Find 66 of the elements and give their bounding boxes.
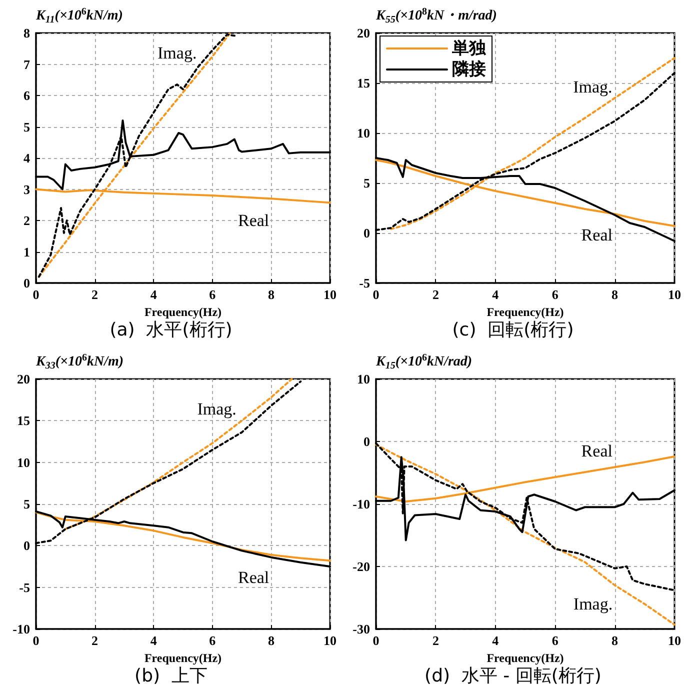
- annotation: Real: [238, 568, 270, 587]
- y-tick-label: 0: [24, 276, 30, 290]
- y-tick-label: 8: [24, 26, 30, 40]
- y-tick-label: 15: [357, 76, 370, 90]
- text: (c) 回転(桁行): [452, 320, 574, 340]
- legend-label: 隣接: [452, 60, 486, 80]
- annotation: Imag.: [158, 44, 197, 62]
- y-tick-label: 15: [17, 413, 30, 428]
- y-tick-label: 10: [357, 372, 370, 386]
- annotation: Imag.: [197, 400, 236, 418]
- x-axis-title: Frequency(Hz): [144, 650, 222, 665]
- x-tick-label: 6: [209, 633, 216, 648]
- y-tick-label: -10: [352, 496, 370, 512]
- x-tick-label: 8: [612, 287, 619, 302]
- y-tick-label: 0: [364, 434, 370, 449]
- text: (d) 水平 - 回転(桁行): [424, 666, 602, 686]
- x-tick-label: 2: [432, 287, 439, 302]
- x-tick-label: 4: [150, 287, 158, 302]
- x-axis-title: Frequency(Hz): [486, 304, 564, 319]
- x-tick-label: 4: [492, 287, 500, 302]
- x-tick-label: 10: [324, 287, 336, 302]
- x-tick-label: 10: [668, 633, 681, 648]
- x-tick-label: 4: [150, 633, 158, 648]
- y-tick-label: -5: [19, 580, 30, 595]
- x-axis-title: Frequency(Hz): [144, 304, 222, 319]
- x-tick-label: 8: [268, 633, 275, 648]
- x-tick-label: 2: [432, 633, 439, 648]
- x-tick-label: 6: [209, 287, 216, 302]
- annotation: Imag.: [573, 78, 612, 96]
- y-tick-label: 5: [24, 496, 30, 512]
- text: (b) 上下: [134, 666, 208, 686]
- x-tick-label: 2: [92, 633, 98, 648]
- y-tick-label: 20: [17, 372, 30, 386]
- text: (a) 水平(桁行): [110, 320, 232, 340]
- annotation: Real: [581, 226, 613, 244]
- x-axis-title: Frequency(Hz): [486, 650, 564, 665]
- y-tick-label: 7: [24, 56, 30, 72]
- y-tick-label: 20: [357, 26, 370, 40]
- x-tick-label: 6: [552, 633, 559, 648]
- annotation: Real: [581, 441, 613, 460]
- y-tick-label: 5: [24, 119, 30, 134]
- y-tick-label: 1: [24, 244, 30, 260]
- y-tick-label: -20: [352, 559, 370, 574]
- y-tick-label: 2: [24, 213, 30, 228]
- x-tick-label: 2: [92, 287, 98, 302]
- y-tick-label: -30: [352, 622, 370, 636]
- line-series: [375, 444, 676, 626]
- x-tick-label: 6: [552, 287, 559, 302]
- x-tick-label: 10: [668, 287, 681, 302]
- annotation: Imag.: [573, 594, 613, 614]
- y-tick-label: 10: [17, 454, 30, 470]
- x-tick-label: 4: [492, 633, 500, 648]
- y-tick-label: 0: [364, 226, 370, 240]
- y-tick-label: 4: [24, 150, 30, 166]
- y-tick-label: -10: [12, 622, 30, 636]
- annotation: Real: [238, 211, 270, 230]
- y-tick-label: 10: [357, 126, 370, 140]
- x-tick-label: 8: [612, 633, 619, 648]
- x-tick-label: 8: [268, 287, 275, 302]
- y-tick-label: 3: [24, 182, 30, 197]
- legend-label: 単独: [451, 38, 487, 58]
- x-tick-label: 10: [324, 633, 336, 648]
- y-tick-label: 6: [24, 88, 30, 103]
- y-tick-label: 5: [364, 176, 370, 190]
- y-tick-label: -5: [359, 276, 370, 290]
- y-tick-label: 0: [24, 538, 30, 554]
